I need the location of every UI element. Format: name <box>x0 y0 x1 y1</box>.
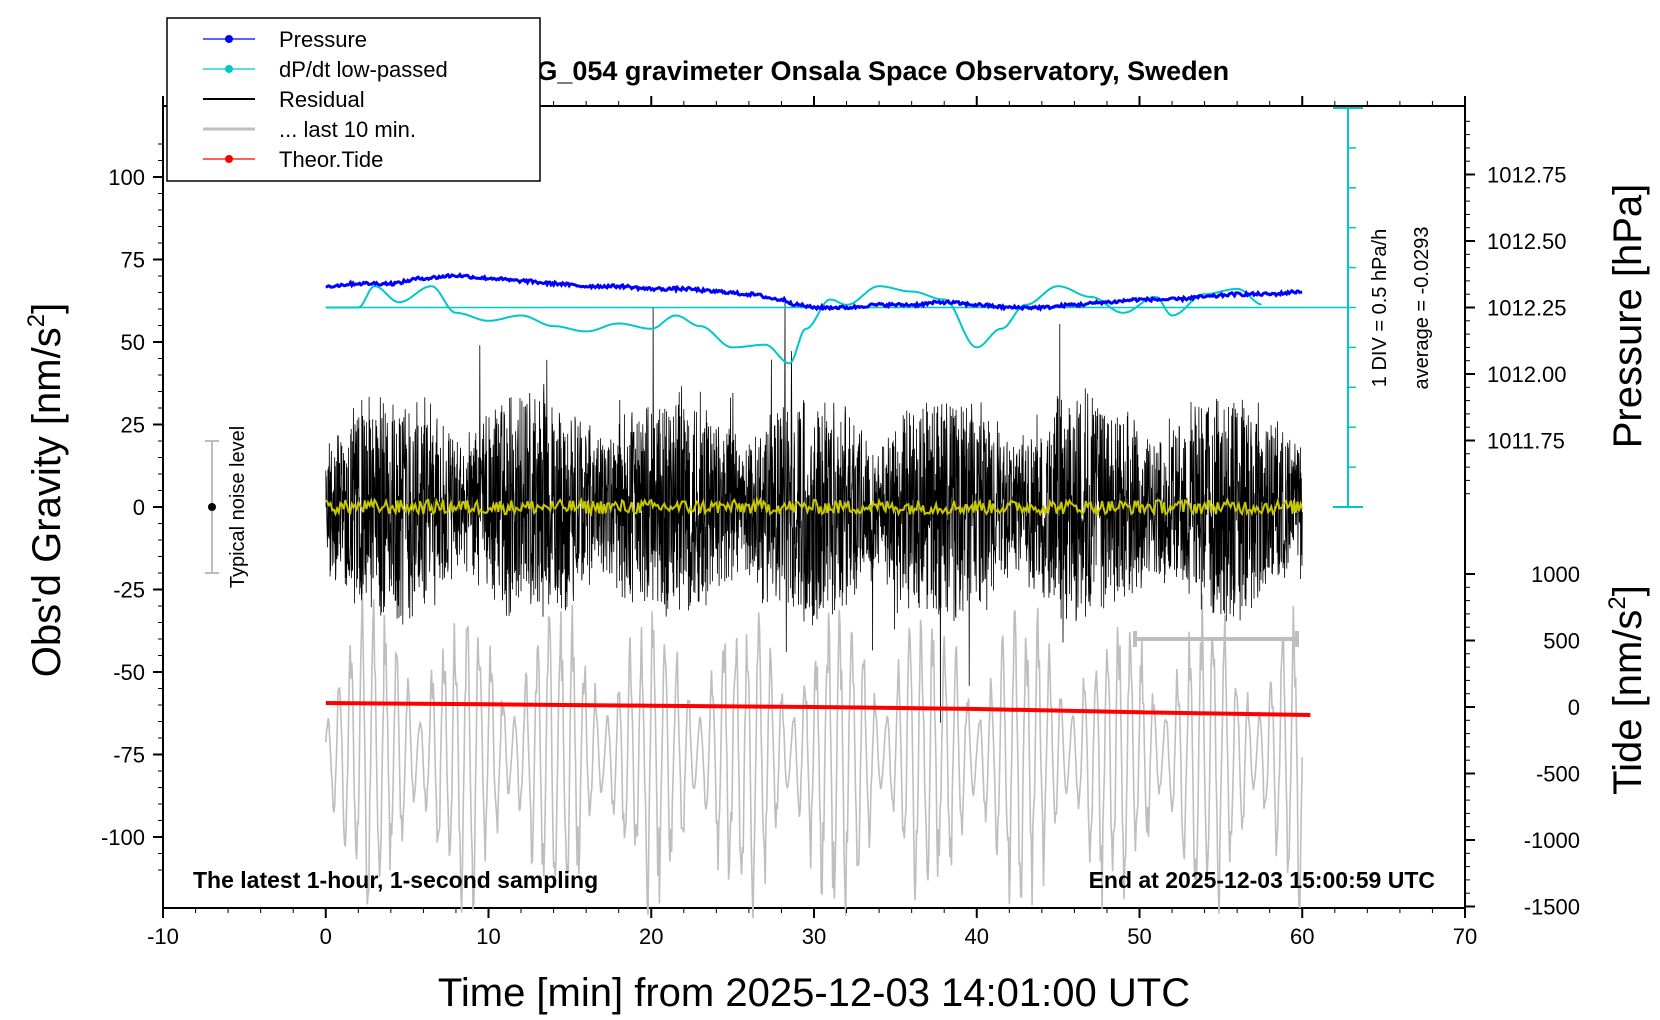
series-residual-average <box>325 496 1304 518</box>
pressure-tick-label-0: 1012.75 <box>1487 163 1567 188</box>
x-tick-label-8: 70 <box>1453 924 1477 949</box>
x-tick-label-0: -10 <box>147 924 179 949</box>
legend: Pressure dP/dt low-passed Residual ... last… <box>166 17 541 182</box>
x-tick-label-5: 40 <box>965 924 989 949</box>
tide-tick-label-0: 1000 <box>1531 562 1580 587</box>
tide-tick-label-2: 0 <box>1568 695 1580 720</box>
sampling-note: The latest 1-hour, 1-second sampling <box>193 867 598 893</box>
x-axis-title: Time [min] from 2025-12-03 14:01:00 UTC <box>438 971 1190 1015</box>
gravity-axis-title-end: ] <box>25 303 69 314</box>
x-tick-label-4: 30 <box>802 924 826 949</box>
series-last-10-min <box>325 592 1304 919</box>
last-10-min-marker <box>1133 631 1299 647</box>
x-tick-label-6: 50 <box>1127 924 1151 949</box>
series-layer <box>325 272 1348 919</box>
gravity-tick-label-5: -25 <box>113 578 145 603</box>
legend-marker-4 <box>225 155 233 163</box>
gravity-tick-label-6: -50 <box>113 660 145 685</box>
series-residual <box>325 299 1303 723</box>
dpdt-scale-label: 1 DIV = 0.5 hPa/h <box>1369 229 1391 387</box>
dpdt-scale-ticks <box>1348 147 1356 468</box>
gravity-tick-label-0: 100 <box>108 165 145 190</box>
chart-title: SCG_054 gravimeter Onsala Space Observat… <box>499 56 1229 86</box>
x-tick-label-1: 0 <box>320 924 332 949</box>
gravity-tick-label-2: 50 <box>121 330 145 355</box>
end-time-note: End at 2025-12-03 15:00:59 UTC <box>1089 867 1435 893</box>
pressure-tick-label-1: 1012.50 <box>1487 229 1567 254</box>
tide-axis-title: Tide [nm/s2] <box>1604 585 1650 795</box>
x-tick-label-7: 60 <box>1290 924 1314 949</box>
pressure-axis-title: Pressure [hPa] <box>1606 184 1650 449</box>
pressure-tick-label-3: 1012.00 <box>1487 362 1567 387</box>
legend-label-3: ... last 10 min. <box>279 117 416 142</box>
tide-tick-label-1: 500 <box>1543 629 1580 654</box>
series-pressure <box>325 272 1303 312</box>
series-theor-tide <box>325 701 1311 717</box>
gravity-tick-label-7: -75 <box>113 743 145 768</box>
legend-label-2: Residual <box>279 87 365 112</box>
dpdt-scale-bar: 1 DIV = 0.5 hPa/h average = -0.0293 <box>1333 107 1433 508</box>
axis-layer: -10 0 10 20 30 40 50 60 701007550250-25-50-75-10… <box>101 96 1580 949</box>
gravity-tick-label-4: 0 <box>133 495 145 520</box>
gravity-tick-label-8: -100 <box>101 825 145 850</box>
legend-items: Pressure dP/dt low-passed Residual ... last… <box>203 27 448 172</box>
noise-level-indicator: Typical noise level <box>205 426 249 588</box>
tide-tick-label-5: -1500 <box>1524 895 1580 920</box>
gravity-axis-title: Obs'd Gravity [nm/s2] <box>23 303 69 677</box>
x-tick-label-3: 20 <box>639 924 663 949</box>
gravity-tick-label-1: 75 <box>121 248 145 273</box>
legend-marker-1 <box>225 65 233 73</box>
noise-level-label: Typical noise level <box>227 426 249 588</box>
pressure-tick-label-4: 1011.75 <box>1487 429 1565 454</box>
legend-marker-0 <box>225 35 233 43</box>
tide-tick-label-3: -500 <box>1536 762 1580 787</box>
tide-axis-title-end: ] <box>1606 585 1650 596</box>
legend-label-0: Pressure <box>279 27 367 52</box>
legend-label-4: Theor.Tide <box>279 147 383 172</box>
gravity-axis-title-sup: 2 <box>23 314 50 327</box>
tide-axis-title-main: Tide [nm/s <box>1606 610 1650 795</box>
gravity-axis-title-main: Obs'd Gravity [nm/s <box>25 327 69 677</box>
dpdt-average-label: average = -0.0293 <box>1411 227 1433 390</box>
x-tick-label-2: 10 <box>476 924 500 949</box>
noise-bar-center-dot <box>208 503 216 511</box>
series-dpdt <box>325 285 1262 365</box>
tide-axis-title-sup: 2 <box>1604 596 1631 609</box>
tide-tick-label-4: -1000 <box>1524 828 1580 853</box>
gravity-tick-label-3: 25 <box>121 413 145 438</box>
legend-label-1: dP/dt low-passed <box>279 57 448 82</box>
pressure-tick-label-2: 1012.25 <box>1487 296 1567 321</box>
